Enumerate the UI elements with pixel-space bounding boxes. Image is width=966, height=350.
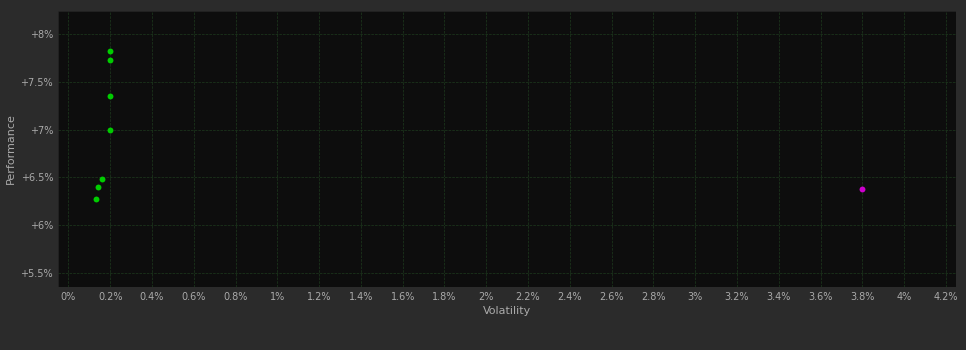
Point <box>94 176 109 182</box>
Y-axis label: Performance: Performance <box>7 113 16 184</box>
Point <box>855 186 870 191</box>
Point <box>90 184 105 190</box>
Point <box>102 93 118 99</box>
Point <box>88 196 103 202</box>
Point <box>102 57 118 63</box>
X-axis label: Volatility: Volatility <box>483 306 531 316</box>
Point <box>102 49 118 54</box>
Point <box>102 127 118 133</box>
